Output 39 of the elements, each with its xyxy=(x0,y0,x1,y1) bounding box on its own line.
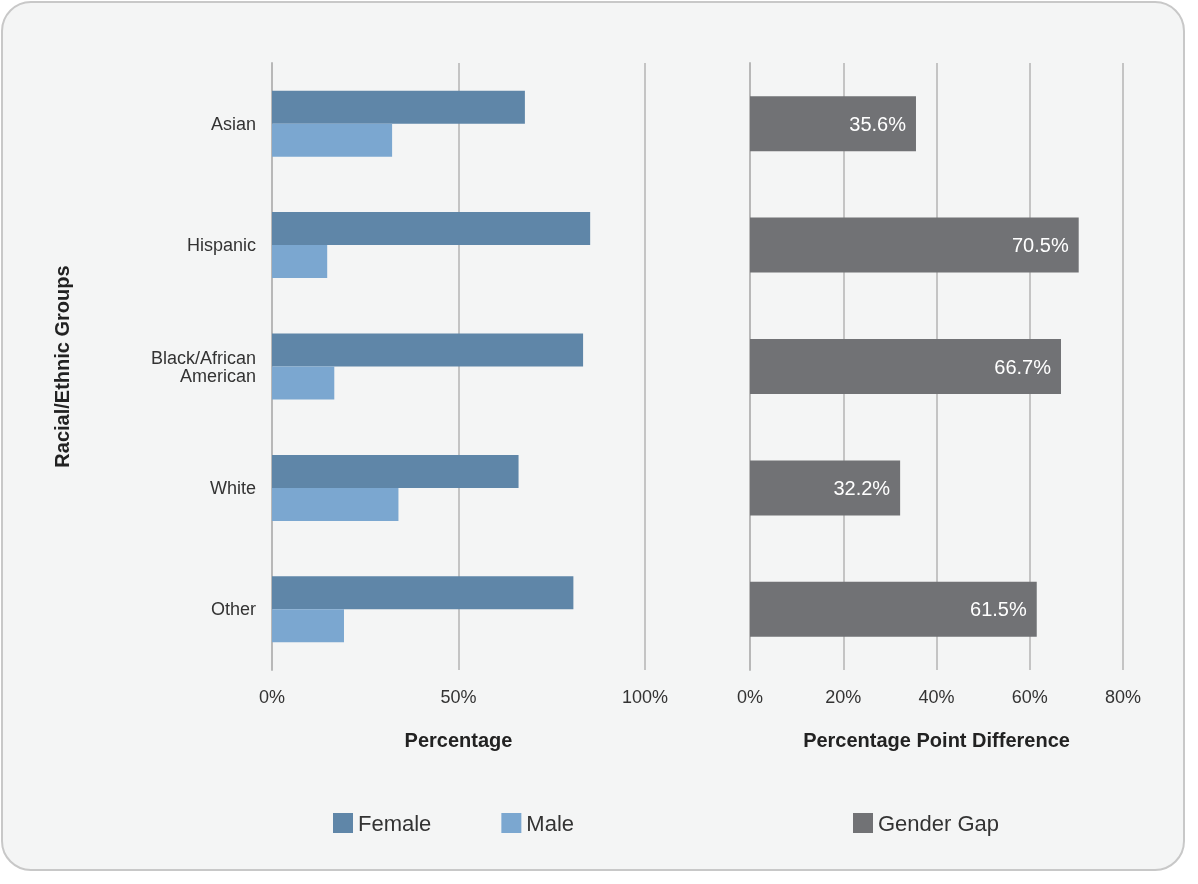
data-label: 61.5% xyxy=(970,598,1027,621)
legend-label: Gender Gap xyxy=(878,810,1000,836)
data-label: 66.7% xyxy=(994,355,1052,378)
y-axis-title: Racial/Ethnic Groups xyxy=(51,265,73,468)
bar xyxy=(272,245,328,279)
y-tick-label: Hispanic xyxy=(186,235,256,256)
bar xyxy=(750,581,1037,637)
y-tick-label: Black/African American xyxy=(150,347,256,386)
y-tick-label: White xyxy=(209,477,256,498)
bar xyxy=(750,96,916,152)
y-tick-label: Other xyxy=(210,599,256,620)
x-tick-label: 100% xyxy=(621,687,669,707)
data-label: 70.5% xyxy=(1011,234,1069,257)
y-tick-label: Asian xyxy=(210,113,256,134)
x-tick-label: 40% xyxy=(918,687,955,707)
x-tick-label: 0% xyxy=(258,687,286,707)
legend-label: Male xyxy=(526,810,575,836)
x-axis-title: Percentage xyxy=(404,729,513,751)
legend-label: Female xyxy=(358,810,432,836)
bar xyxy=(272,454,519,488)
x-tick-label: 80% xyxy=(1104,687,1142,707)
bar xyxy=(750,460,901,516)
bar xyxy=(272,487,399,521)
bar xyxy=(272,123,393,157)
x-tick-label: 0% xyxy=(736,687,764,707)
data-label: 32.2% xyxy=(833,476,891,499)
bar xyxy=(272,212,591,246)
x-tick-label: 60% xyxy=(1011,687,1048,707)
bar xyxy=(272,609,344,643)
x-axis-title: Percentage Point Difference xyxy=(803,729,1070,751)
bar xyxy=(272,90,525,124)
x-tick-label: 20% xyxy=(825,687,862,707)
bar xyxy=(272,366,335,400)
data-label: 35.6% xyxy=(849,112,907,135)
bar xyxy=(272,576,574,610)
x-tick-label: 50% xyxy=(440,687,477,707)
bar xyxy=(272,333,584,367)
bar xyxy=(750,217,1079,273)
bar xyxy=(750,339,1061,394)
